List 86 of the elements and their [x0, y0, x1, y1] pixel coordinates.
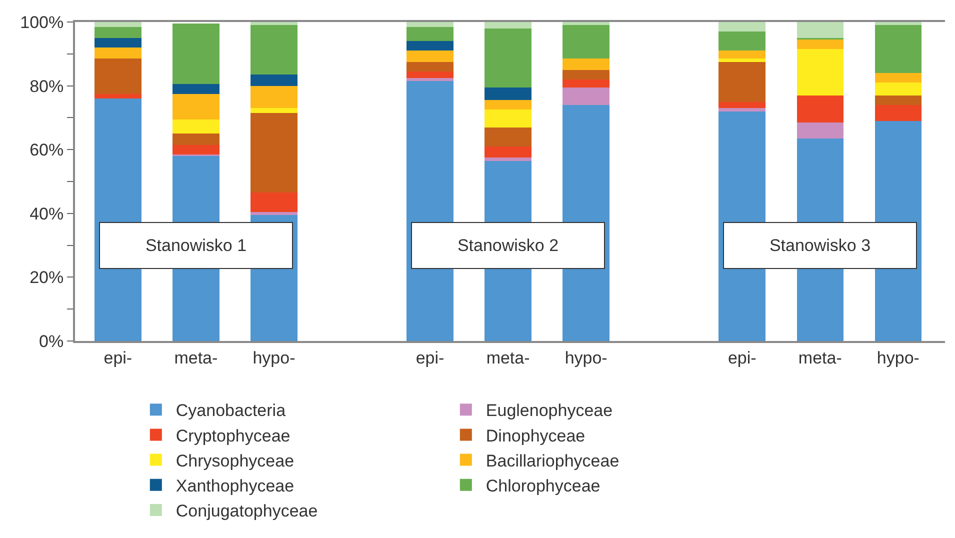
- x-tick-label: meta-: [174, 348, 218, 368]
- annotation: Stanowisko 3: [769, 236, 871, 255]
- bar: [172, 94, 220, 120]
- bar: [562, 70, 610, 80]
- bar: [718, 108, 766, 112]
- bar: [250, 74, 298, 86]
- bar: [874, 25, 922, 74]
- bar: [250, 108, 298, 113]
- bar: [718, 58, 766, 62]
- bar: [484, 158, 532, 161]
- bar: [94, 38, 142, 48]
- bar: [484, 100, 532, 110]
- annotation: Stanowisko 2: [457, 236, 559, 255]
- bar: [562, 58, 610, 70]
- bar: [874, 95, 922, 105]
- bar: [406, 78, 454, 82]
- legend-label: Cryptophyceae: [176, 426, 290, 446]
- bar: [796, 95, 844, 122]
- bar: [250, 86, 298, 108]
- bar: [718, 62, 766, 102]
- legend-label: Chrysophyceae: [176, 451, 294, 470]
- x-tick-label: hypo-: [252, 348, 296, 368]
- legend-label: Euglenophyceae: [486, 401, 613, 420]
- bar: [406, 22, 454, 27]
- x-tick-label: hypo-: [564, 348, 608, 368]
- bar: [250, 22, 298, 26]
- legend-label: Cyanobacteria: [176, 401, 286, 420]
- bar: [250, 112, 298, 193]
- bar: [562, 25, 610, 59]
- bar: [406, 41, 454, 51]
- bar: [406, 50, 454, 62]
- bar: [94, 94, 142, 99]
- bar: [484, 87, 532, 100]
- bar: [406, 62, 454, 72]
- x-tick-label: meta-: [798, 348, 842, 368]
- bar: [172, 84, 220, 94]
- bar: [718, 32, 766, 51]
- y-tick-label: 40%: [30, 204, 64, 224]
- bar: [796, 22, 844, 38]
- bar: [94, 26, 142, 38]
- bar: [94, 48, 142, 59]
- bar: [250, 192, 298, 212]
- bar: [562, 22, 610, 26]
- bar: [718, 22, 766, 32]
- x-tick-label: epi-: [728, 348, 756, 368]
- bar: [874, 73, 922, 83]
- bar: [796, 49, 844, 96]
- x-tick-label: epi-: [104, 348, 132, 368]
- bar: [796, 122, 844, 138]
- bar: [250, 25, 298, 75]
- bar: [796, 40, 844, 50]
- bar: [406, 26, 454, 42]
- bar: [484, 127, 532, 146]
- x-tick-label: epi-: [416, 348, 444, 368]
- bar: [172, 24, 220, 84]
- bar: [562, 79, 610, 88]
- y-tick-label: 60%: [30, 140, 64, 160]
- bar: [718, 102, 766, 108]
- bar: [484, 146, 532, 158]
- legend-label: Dinophyceae: [486, 426, 586, 446]
- y-tick-label: 20%: [30, 268, 64, 288]
- bar: [406, 71, 454, 78]
- y-tick-label: 80%: [30, 76, 64, 96]
- bar: [874, 104, 922, 121]
- bar: [874, 22, 922, 26]
- bar: [484, 22, 532, 28]
- bar: [172, 119, 220, 134]
- y-tick-label: 0%: [39, 332, 64, 351]
- bar: [94, 58, 142, 94]
- bar: [562, 87, 610, 105]
- x-tick-label: hypo-: [876, 348, 920, 368]
- bar: [718, 50, 766, 59]
- legend-label: Conjugatophyceae: [176, 502, 318, 521]
- legend-label: Xanthophyceae: [176, 476, 294, 496]
- x-tick-label: meta-: [486, 348, 530, 368]
- legend-label: Chlorophyceae: [486, 476, 600, 496]
- bar: [94, 22, 142, 27]
- y-tick-label: 100%: [20, 12, 64, 32]
- legend-label: Bacillariophyceae: [486, 451, 620, 470]
- bar: [874, 82, 922, 96]
- bar: [484, 28, 532, 88]
- bar: [172, 144, 220, 154]
- annotation: Stanowisko 1: [145, 236, 247, 255]
- bar: [172, 134, 220, 145]
- bar: [250, 212, 298, 215]
- bar: [484, 110, 532, 128]
